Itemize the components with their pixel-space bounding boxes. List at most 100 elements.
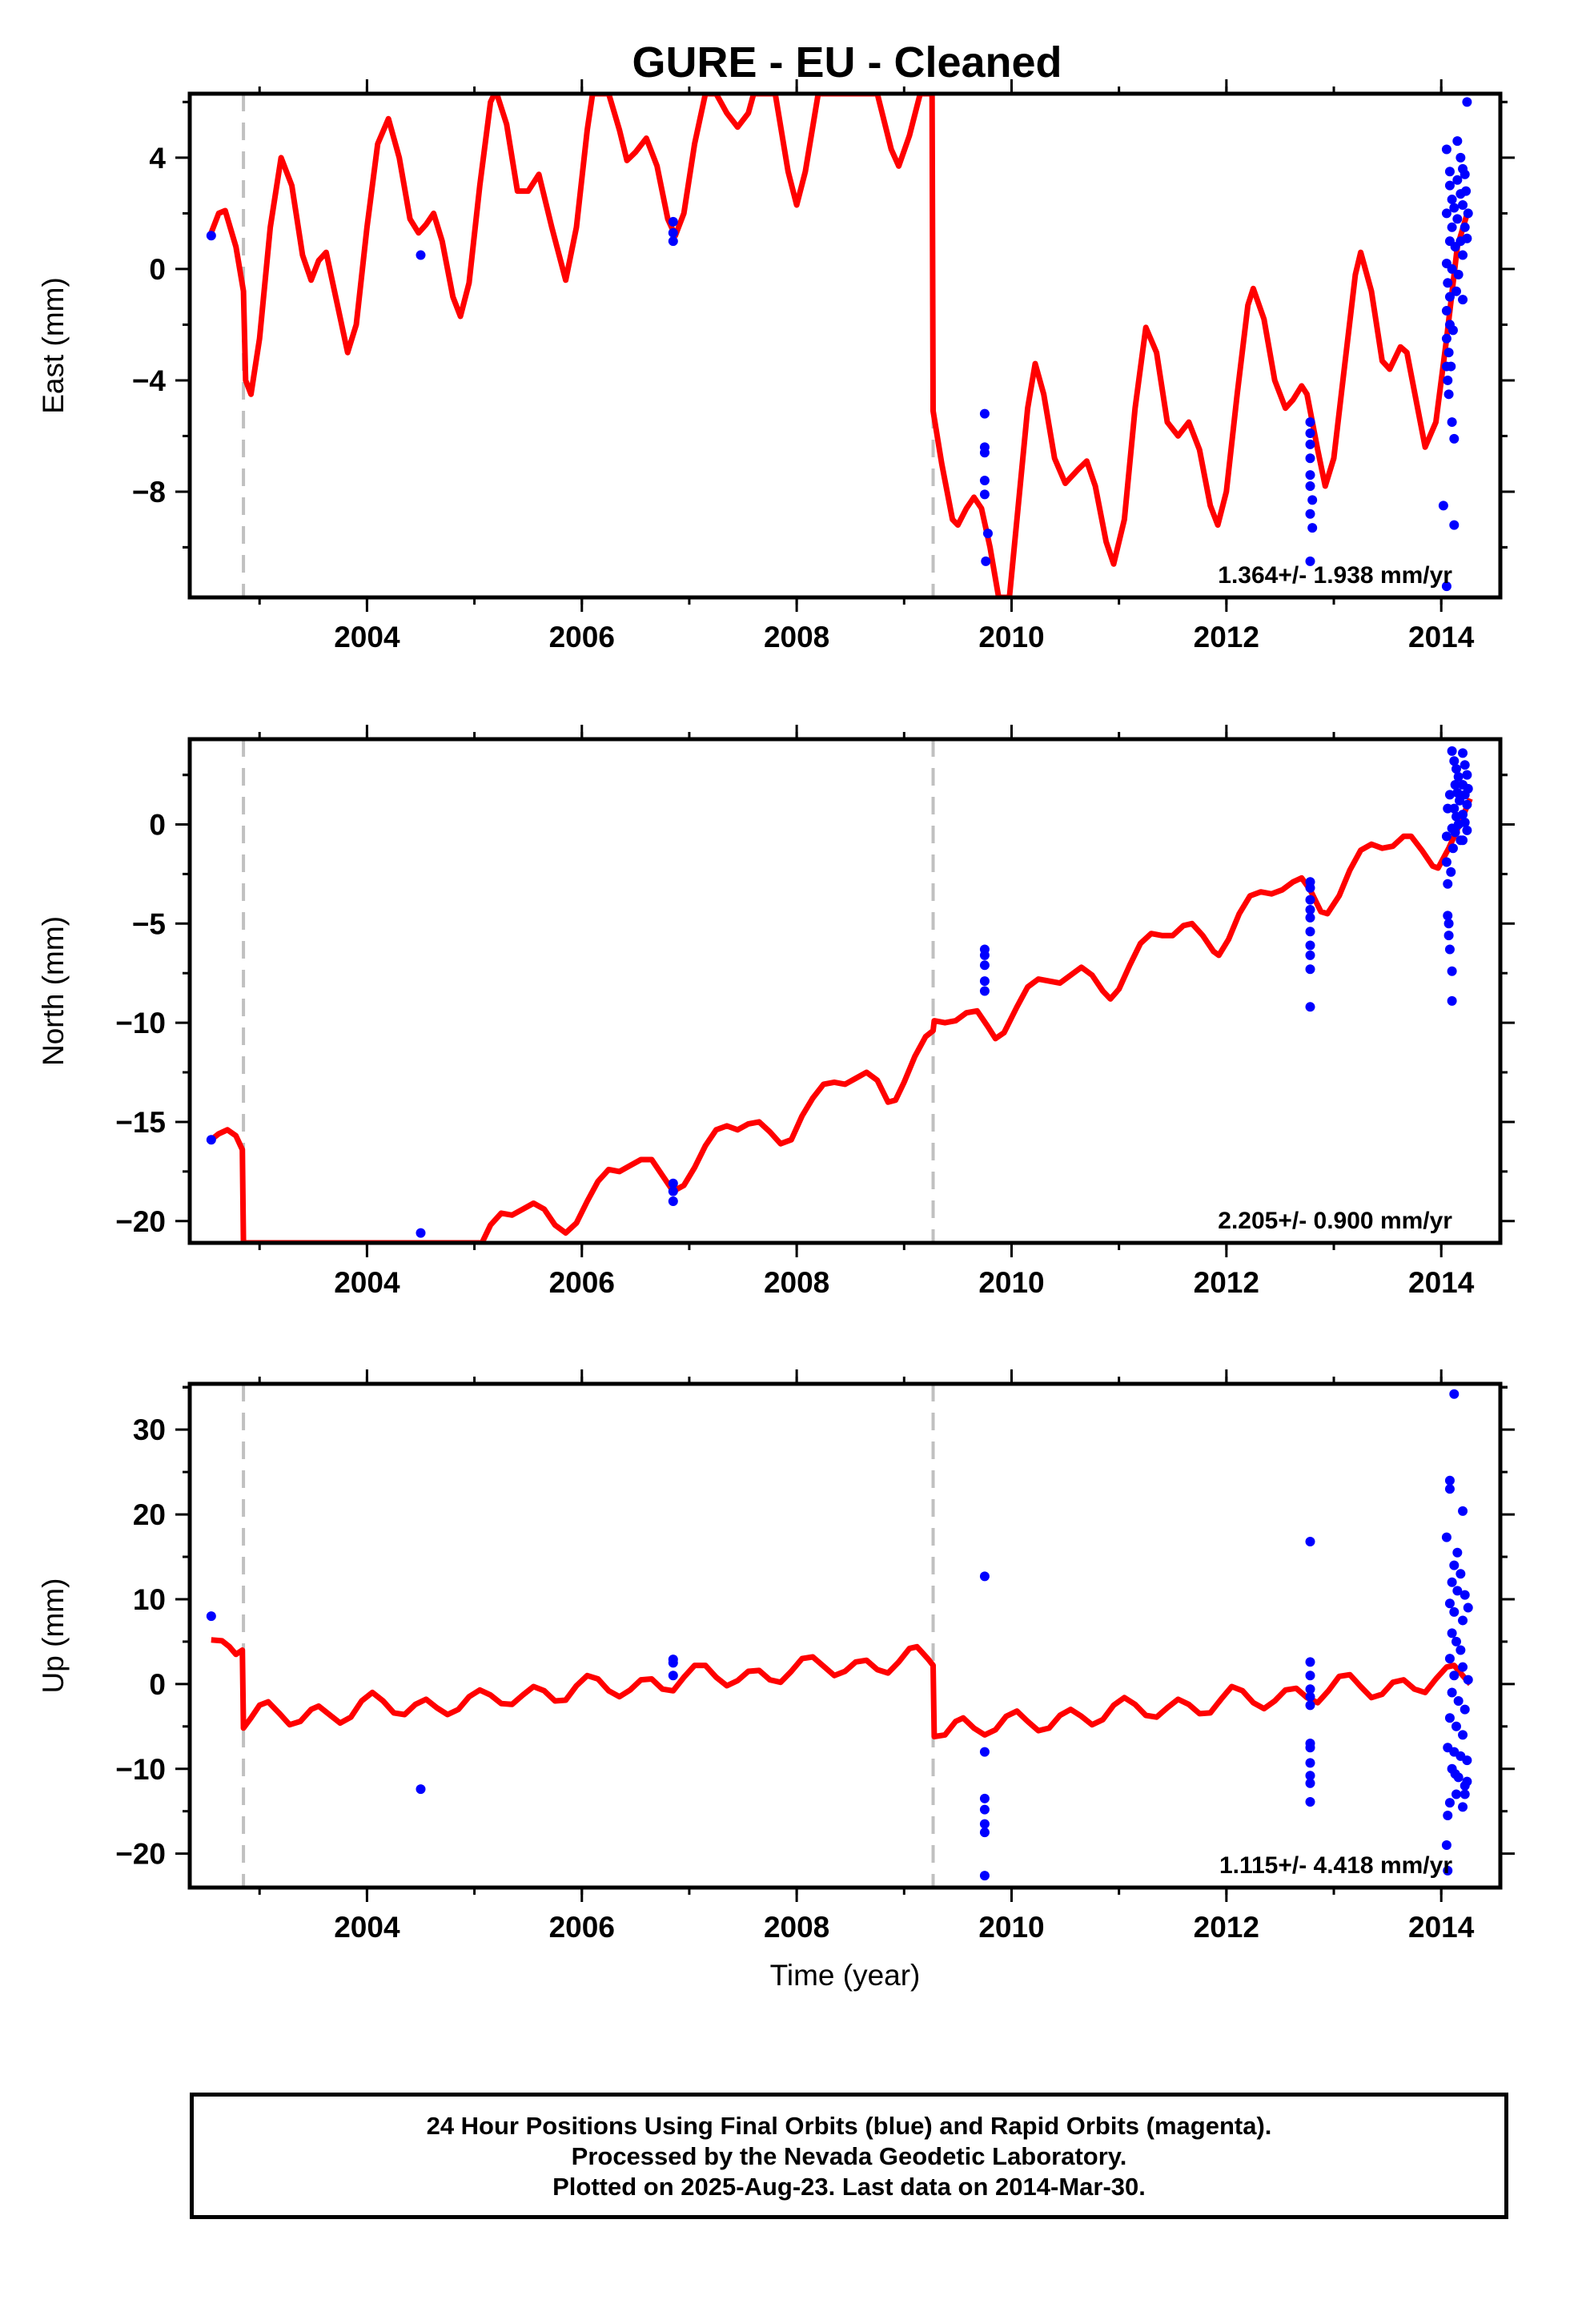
plot-frame bbox=[187, 737, 1503, 1245]
observation-point bbox=[1447, 843, 1458, 854]
observation-point bbox=[1460, 1789, 1470, 1799]
observation-point bbox=[979, 448, 990, 458]
observation-point bbox=[1444, 790, 1455, 800]
observation-point bbox=[1305, 940, 1315, 951]
observation-point bbox=[1449, 1606, 1460, 1617]
observation-point bbox=[1447, 325, 1458, 336]
observation-point bbox=[1453, 269, 1464, 279]
observation-point bbox=[1447, 263, 1457, 274]
observation-point bbox=[979, 1827, 990, 1838]
observation-point bbox=[416, 250, 426, 260]
observation-point bbox=[1305, 895, 1315, 905]
observation-point bbox=[1305, 964, 1315, 975]
plot-area bbox=[206, 94, 1473, 597]
observation-point bbox=[1305, 883, 1315, 893]
observation-point bbox=[1449, 520, 1460, 530]
observation-point bbox=[1462, 97, 1472, 107]
observation-point bbox=[668, 236, 678, 247]
observation-point bbox=[668, 1671, 678, 1681]
observation-point bbox=[1456, 152, 1466, 163]
observation-point bbox=[668, 1658, 678, 1668]
observation-point bbox=[1441, 208, 1452, 219]
observation-point bbox=[1443, 1810, 1453, 1820]
observation-point bbox=[206, 1611, 216, 1622]
observation-point bbox=[1305, 904, 1315, 915]
observation-point bbox=[1452, 1586, 1463, 1596]
observation-point bbox=[979, 408, 990, 419]
observation-point bbox=[1443, 348, 1454, 358]
footer-line-2: Processed by the Nevada Geodetic Laborat… bbox=[571, 2142, 1127, 2170]
observation-point bbox=[1460, 818, 1470, 828]
observation-point bbox=[1305, 1797, 1315, 1807]
observation-point bbox=[1447, 995, 1457, 1006]
observation-point bbox=[1441, 581, 1452, 592]
y-tick-label: −20 bbox=[115, 1205, 166, 1238]
plot-frame bbox=[187, 1381, 1503, 1890]
observation-point bbox=[1443, 919, 1454, 929]
observation-point bbox=[981, 556, 991, 566]
rate-label: 1.115+/- 4.418 mm/yr bbox=[1219, 1852, 1452, 1879]
observation-point bbox=[1441, 144, 1452, 155]
observation-point bbox=[1305, 480, 1315, 491]
observation-point bbox=[979, 986, 990, 996]
observation-point bbox=[1451, 1636, 1461, 1647]
observation-point bbox=[1447, 966, 1457, 976]
x-tick-label: 2006 bbox=[549, 1911, 615, 1944]
y-tick-label: −15 bbox=[115, 1106, 166, 1139]
observation-point bbox=[1305, 453, 1315, 464]
observation-point bbox=[1449, 1389, 1460, 1399]
observation-point bbox=[1444, 1484, 1455, 1494]
model-line bbox=[209, 797, 1473, 1243]
observation-point bbox=[979, 1804, 990, 1815]
observation-point bbox=[1444, 1598, 1455, 1609]
observation-point bbox=[416, 1228, 426, 1238]
y-tick-label: 0 bbox=[149, 253, 166, 286]
observation-point bbox=[1305, 1758, 1315, 1768]
observation-point bbox=[416, 1784, 426, 1795]
observation-point bbox=[1452, 1547, 1463, 1558]
y-tick-label: −10 bbox=[115, 1007, 166, 1039]
observation-point bbox=[1441, 857, 1452, 867]
observation-point bbox=[1458, 1506, 1468, 1516]
observation-point bbox=[1462, 233, 1472, 243]
observation-point bbox=[1451, 286, 1461, 296]
observation-point bbox=[1447, 195, 1457, 205]
observation-point bbox=[1305, 1691, 1315, 1702]
observation-point bbox=[1443, 278, 1453, 288]
x-tick-label: 2006 bbox=[549, 621, 615, 653]
observation-point bbox=[1443, 1865, 1453, 1876]
observation-point bbox=[1453, 772, 1464, 782]
y-tick-label: 20 bbox=[133, 1498, 166, 1531]
model-line bbox=[208, 94, 1472, 597]
observation-point bbox=[1441, 1532, 1452, 1542]
observation-point bbox=[1451, 764, 1461, 774]
x-tick-label: 2010 bbox=[978, 621, 1044, 653]
observation-point bbox=[1461, 186, 1472, 196]
observation-point bbox=[1444, 1798, 1455, 1808]
x-tick-label: 2004 bbox=[334, 1266, 400, 1299]
observation-point bbox=[1456, 1569, 1466, 1579]
observation-point bbox=[979, 476, 990, 486]
x-tick-label: 2008 bbox=[764, 621, 829, 653]
observation-point bbox=[1305, 1771, 1315, 1781]
observation-point bbox=[668, 1196, 678, 1206]
observation-point bbox=[1446, 361, 1456, 372]
observation-point bbox=[1305, 1536, 1315, 1546]
observation-point bbox=[1447, 823, 1457, 834]
observation-point bbox=[1463, 783, 1473, 794]
x-axis-label: Time (year) bbox=[770, 1959, 921, 1992]
observation-point bbox=[1444, 944, 1455, 955]
observation-point bbox=[1463, 1602, 1473, 1613]
observation-point bbox=[979, 489, 990, 500]
observation-point bbox=[1462, 1755, 1472, 1766]
north-panel: 2004 2006 2008 2010 2012 2014 −20 −15 −10 −5 0 2.20… bbox=[37, 725, 1515, 1299]
observation-point bbox=[1449, 433, 1460, 444]
observation-point bbox=[1305, 1700, 1315, 1711]
observation-point bbox=[668, 1178, 678, 1188]
observation-point bbox=[1307, 495, 1318, 505]
y-tick-label: 30 bbox=[133, 1413, 166, 1446]
observation-point bbox=[1462, 799, 1472, 810]
observation-point bbox=[1444, 1475, 1455, 1486]
observation-point bbox=[1458, 250, 1468, 260]
